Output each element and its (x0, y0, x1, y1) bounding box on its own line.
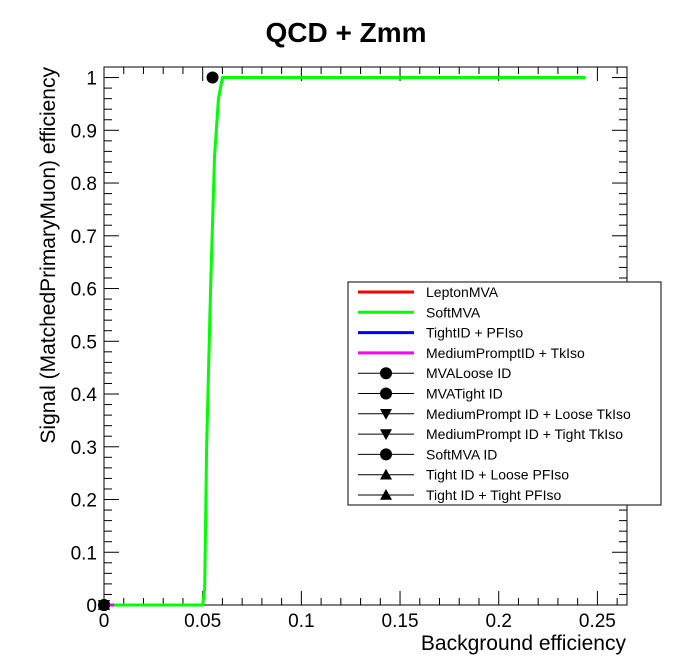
axis-ticks: 0 0.05 0.1 0.15 0.2 0.25 0 0.1 0.2 0.3 0.4 0.5 0.6 0.… (71, 67, 627, 632)
legend-swatch-marker (380, 387, 392, 400)
y-tick-label: 0.1 (71, 543, 97, 564)
y-tick-label: 0.2 (71, 491, 97, 512)
y-tick-label: 0.8 (71, 174, 97, 195)
y-tick-label: 0.9 (71, 121, 97, 142)
legend-swatch-marker (380, 409, 392, 420)
x-axis-label: Background efficiency (421, 632, 627, 655)
legend-label: SoftMVA ID (426, 446, 497, 462)
legend-entry-mediumprompt-id-tight-tkiso: MediumPrompt ID + Tight TkIso (358, 426, 623, 442)
legend-entry-mediumpromptid-tkiso: MediumPromptID + TkIso (358, 345, 585, 361)
legend-entry-leptonmva: LeptonMVA (358, 284, 499, 300)
y-tick-label: 0.6 (71, 280, 97, 301)
legend-label: LeptonMVA (426, 284, 499, 300)
series-marker-softmva-id (206, 71, 219, 84)
legend-label: MediumPrompt ID + Tight TkIso (426, 426, 623, 442)
legend-label: Tight ID + Tight PFIso (426, 487, 561, 503)
legend-label: MediumPromptID + TkIso (426, 345, 585, 361)
series-markers (98, 71, 219, 611)
legend-entry-softmva-id: SoftMVA ID (358, 446, 497, 462)
legend-label: TightID + PFIso (426, 325, 523, 341)
legend-label: MVATight ID (426, 386, 503, 402)
y-tick-label: 0.5 (71, 332, 97, 353)
legend-swatch-marker (380, 468, 392, 480)
y-tick-label: 0 (86, 596, 97, 617)
chart-title: QCD + Zmm (265, 17, 426, 48)
legend-label: MediumPrompt ID + Loose TkIso (426, 406, 631, 422)
y-axis-label: Signal (MatchedPrimaryMuon) efficiency (37, 67, 60, 444)
legend-label: MVALoose ID (426, 365, 511, 381)
series-line-softmva (104, 76, 586, 607)
legend-entry-tight-id-loose-pfiso: Tight ID + Loose PFIso (358, 467, 569, 483)
legend: LeptonMVA SoftMVA TightID + PFIso MediumPro… (347, 281, 662, 506)
x-tick-label: 0 (99, 611, 110, 632)
legend-swatch-marker (380, 367, 392, 380)
legend-swatch-marker (380, 448, 392, 461)
legend-label: Tight ID + Loose PFIso (426, 467, 569, 483)
legend-entry-tightid-pfiso: TightID + PFIso (358, 325, 523, 341)
x-tick-label: 0.2 (486, 611, 512, 632)
legend-swatch-marker (380, 429, 392, 441)
legend-entry-tight-id-tight-pfiso: Tight ID + Tight PFIso (358, 487, 561, 503)
legend-swatch-marker (380, 489, 392, 500)
x-tick-label: 0.1 (288, 611, 314, 632)
legend-entry-softmva: SoftMVA (358, 304, 481, 320)
y-tick-label: 0.4 (71, 385, 98, 406)
y-tick-label: 0.3 (71, 438, 97, 459)
legend-entry-mediumprompt-id-loose-tkiso: MediumPrompt ID + Loose TkIso (358, 406, 631, 422)
legend-label: SoftMVA (426, 304, 481, 320)
legend-entry-mvatight-id: MVATight ID (358, 386, 503, 402)
x-tick-label: 0.25 (579, 611, 616, 632)
legend-entry-mvaloose-id: MVALoose ID (358, 365, 511, 381)
series-marker-tight-id-tight-pfiso (98, 599, 110, 610)
x-tick-label: 0.05 (184, 611, 221, 632)
y-tick-label: 0.7 (71, 227, 97, 248)
x-tick-label: 0.15 (382, 611, 419, 632)
y-tick-label: 1 (86, 69, 97, 90)
